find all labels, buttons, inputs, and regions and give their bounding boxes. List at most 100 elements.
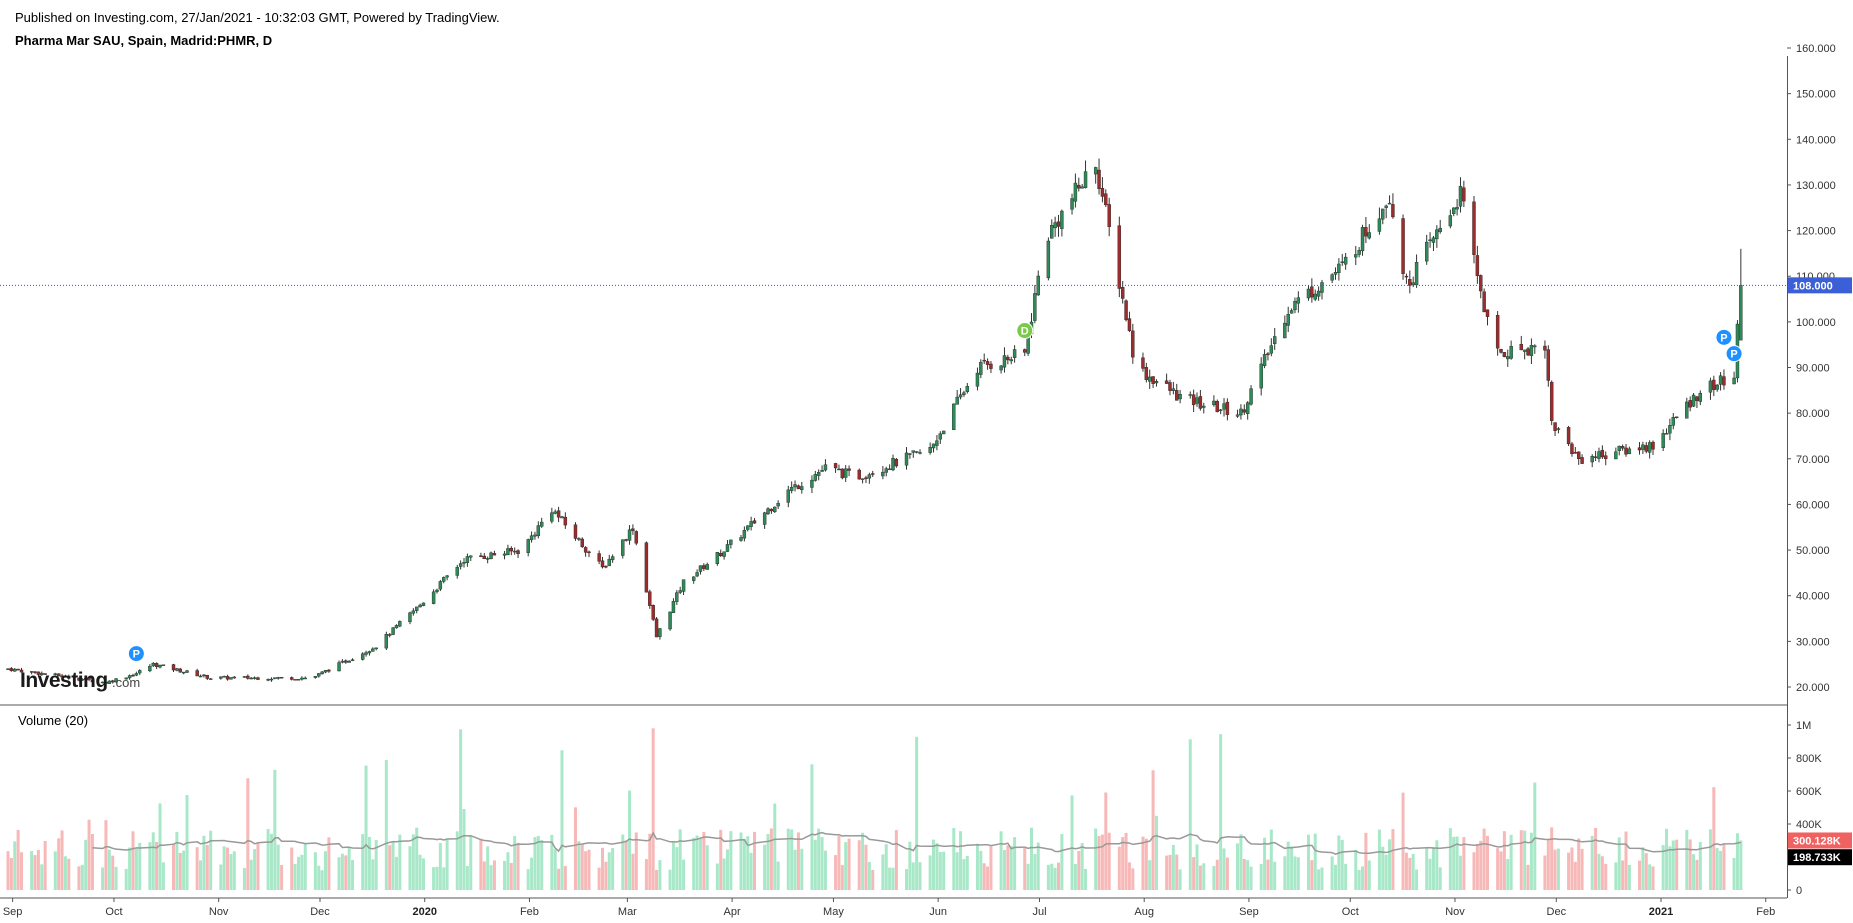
time-axis-tick: Dec xyxy=(310,906,330,918)
event-marker[interactable]: D xyxy=(1016,322,1034,340)
volume-bar xyxy=(459,729,463,890)
candle-body xyxy=(938,433,942,440)
time-axis-tick: Apr xyxy=(724,906,741,918)
candle-body xyxy=(279,677,284,679)
candle-body xyxy=(914,451,919,453)
volume-bar xyxy=(300,854,304,890)
volume-bar xyxy=(87,819,91,890)
candle-body xyxy=(63,675,68,678)
volume-bar xyxy=(199,860,203,890)
candle-body xyxy=(36,671,41,675)
candle-body xyxy=(634,531,638,544)
volume-bar xyxy=(884,844,888,890)
volume-bar xyxy=(509,863,513,890)
volume-bar xyxy=(1154,815,1158,890)
candle-body xyxy=(1168,382,1172,391)
volume-bar xyxy=(1202,863,1206,890)
volume-bar xyxy=(1381,846,1385,890)
volume-bar xyxy=(344,855,348,890)
volume-bar xyxy=(84,839,88,890)
candle-body xyxy=(587,551,591,554)
candle-body xyxy=(816,472,821,476)
volume-bar xyxy=(938,852,942,890)
candle-body xyxy=(1154,381,1159,384)
candle-body xyxy=(1685,401,1689,419)
candle-body xyxy=(1239,408,1243,416)
volume-bar xyxy=(1313,833,1317,890)
candle-body xyxy=(654,618,659,638)
volume-bar xyxy=(421,858,425,890)
candle-body xyxy=(928,447,932,453)
candle-body xyxy=(1438,227,1442,232)
volume-bar xyxy=(148,842,152,890)
volume-bar xyxy=(317,865,321,890)
candle-body xyxy=(178,668,182,673)
candle-body xyxy=(87,677,91,680)
candle-body xyxy=(276,677,280,679)
volume-bar xyxy=(77,866,81,890)
volume-bar xyxy=(631,853,635,890)
symbol-title: Pharma Mar SAU, Spain, Madrid:PHMR, D xyxy=(15,33,273,48)
volume-bar xyxy=(1117,846,1121,890)
volume-bar xyxy=(1668,846,1672,890)
volume-bar xyxy=(1621,860,1625,890)
candle-body xyxy=(864,477,868,479)
volume-bar xyxy=(607,852,611,890)
volume-bar xyxy=(219,864,223,890)
candle-body xyxy=(1570,443,1574,455)
candle-body xyxy=(1120,287,1125,299)
volume-ma-tag: 198.733K xyxy=(1788,849,1852,866)
price-axis-tick: 150.000 xyxy=(1796,89,1836,101)
event-marker-letter: D xyxy=(1021,326,1029,338)
candle-body xyxy=(725,544,730,552)
volume-bar xyxy=(482,861,486,890)
candle-body xyxy=(776,502,780,507)
volume-bar xyxy=(1688,839,1692,890)
candle-body xyxy=(229,677,233,680)
candle-body xyxy=(1225,401,1230,415)
volume-bar xyxy=(915,736,919,890)
volume-bar xyxy=(577,841,581,890)
candle-body xyxy=(1698,392,1703,402)
candle-body xyxy=(19,669,24,673)
volume-indicator-label[interactable]: Volume (20) xyxy=(18,713,89,728)
volume-bar xyxy=(432,867,436,890)
volume-bar xyxy=(1661,845,1665,890)
candle-body xyxy=(1387,202,1392,205)
candle-body xyxy=(1573,452,1578,454)
candle-body xyxy=(887,468,892,471)
candle-body xyxy=(114,678,118,683)
volume-bar xyxy=(813,839,817,890)
volume-bar xyxy=(1107,832,1111,890)
volume-bar xyxy=(43,840,47,890)
candle-body xyxy=(769,508,774,512)
candle-body xyxy=(418,604,422,608)
candle-body xyxy=(1316,290,1321,297)
candle-body xyxy=(982,359,986,362)
volume-bar xyxy=(1290,846,1294,890)
candle-body xyxy=(53,673,57,675)
volume-bar xyxy=(60,830,64,890)
candle-body xyxy=(540,521,544,527)
volume-bar xyxy=(540,839,544,890)
volume-bar xyxy=(1310,860,1314,890)
volume-bar xyxy=(1354,849,1358,890)
event-marker[interactable]: P xyxy=(1725,345,1743,363)
volume-bar xyxy=(1580,848,1584,890)
candle-body xyxy=(627,529,632,541)
candle-body xyxy=(860,478,865,480)
volume-bar xyxy=(1614,862,1618,890)
candle-body xyxy=(698,565,703,572)
candle-body xyxy=(421,602,426,606)
event-marker[interactable]: P xyxy=(127,645,145,663)
volume-bar xyxy=(742,838,746,890)
volume-bar xyxy=(864,844,868,890)
volume-bar xyxy=(151,832,155,890)
candle-body xyxy=(1688,400,1692,408)
candle-body xyxy=(1175,390,1179,401)
candle-body xyxy=(1408,279,1412,286)
candles xyxy=(6,158,1743,684)
volume-bar xyxy=(749,852,753,890)
event-marker[interactable]: P xyxy=(1715,328,1733,346)
